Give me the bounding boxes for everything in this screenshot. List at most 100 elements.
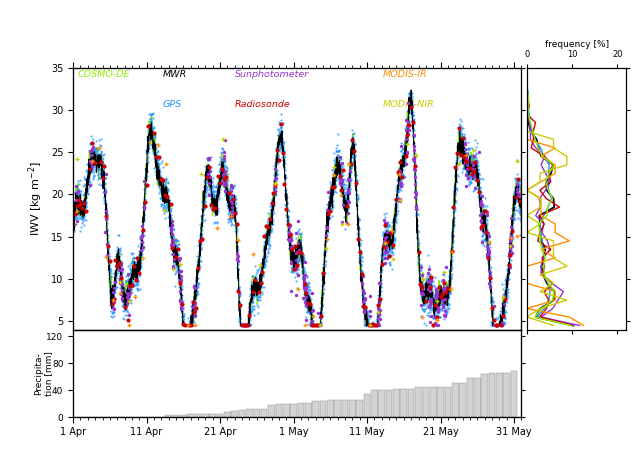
Point: [439, 312, 450, 319]
Point: [272, 146, 282, 154]
Point: [124, 322, 134, 329]
Point: [286, 236, 296, 243]
Point: [284, 236, 294, 244]
Point: [371, 322, 382, 329]
Point: [88, 143, 98, 151]
Point: [476, 192, 487, 200]
Bar: [349, 400, 356, 417]
Point: [426, 273, 436, 281]
Point: [284, 237, 294, 245]
Point: [360, 295, 370, 302]
Point: [270, 183, 280, 190]
Point: [212, 224, 223, 232]
Bar: [290, 404, 297, 417]
Point: [227, 204, 237, 211]
Point: [159, 206, 169, 214]
Point: [239, 322, 249, 329]
Point: [396, 179, 406, 187]
Point: [393, 168, 403, 175]
Point: [270, 180, 280, 188]
Point: [507, 249, 517, 257]
Point: [337, 220, 347, 227]
Point: [471, 158, 481, 166]
Point: [299, 285, 309, 292]
Point: [300, 322, 310, 329]
Point: [258, 268, 268, 275]
Point: [77, 205, 87, 212]
Point: [498, 293, 508, 301]
Point: [174, 260, 184, 267]
Point: [357, 279, 368, 287]
Point: [431, 300, 441, 308]
Point: [380, 243, 391, 251]
Point: [127, 281, 137, 289]
Point: [176, 272, 186, 279]
Point: [410, 152, 420, 160]
Point: [158, 176, 169, 184]
Point: [439, 311, 450, 319]
Point: [81, 207, 91, 214]
Point: [424, 279, 434, 286]
Point: [379, 242, 389, 249]
Bar: [268, 405, 275, 417]
Point: [406, 103, 416, 111]
Text: Sunphotometer: Sunphotometer: [235, 70, 308, 79]
Point: [474, 149, 485, 156]
Point: [475, 200, 485, 208]
Point: [343, 160, 353, 168]
Point: [305, 301, 315, 308]
Point: [394, 169, 404, 176]
Point: [254, 288, 264, 296]
Point: [109, 284, 119, 292]
Point: [381, 219, 391, 227]
Point: [300, 287, 310, 294]
Point: [380, 249, 390, 256]
Point: [338, 167, 349, 174]
Point: [408, 131, 418, 138]
Bar: [474, 378, 481, 417]
Point: [425, 300, 435, 308]
Bar: [408, 389, 415, 417]
Point: [401, 116, 411, 124]
Point: [76, 200, 86, 208]
Point: [329, 164, 340, 171]
Point: [394, 195, 404, 203]
Point: [188, 283, 198, 290]
Point: [364, 322, 374, 329]
Point: [431, 285, 441, 293]
Point: [401, 148, 411, 156]
Point: [184, 322, 194, 329]
Bar: [467, 378, 473, 417]
Point: [219, 155, 229, 163]
Point: [242, 322, 252, 329]
Point: [483, 239, 494, 246]
Point: [397, 173, 407, 181]
Point: [480, 207, 490, 214]
Point: [460, 171, 471, 179]
Point: [374, 300, 384, 307]
Bar: [415, 387, 422, 417]
Point: [426, 276, 436, 283]
Point: [431, 288, 441, 296]
Point: [218, 135, 228, 142]
Point: [513, 175, 523, 183]
Point: [461, 182, 471, 189]
Point: [380, 240, 391, 247]
Point: [123, 270, 134, 277]
Point: [476, 216, 486, 223]
Point: [434, 283, 444, 290]
Point: [308, 322, 318, 329]
Point: [359, 304, 370, 311]
Point: [139, 205, 149, 212]
Point: [241, 322, 251, 329]
Point: [307, 290, 317, 297]
Point: [137, 243, 148, 251]
Point: [357, 287, 368, 294]
Point: [460, 158, 470, 165]
Point: [483, 245, 494, 253]
Bar: [188, 414, 194, 417]
Point: [345, 160, 356, 168]
Point: [239, 322, 249, 329]
Bar: [202, 414, 209, 417]
Point: [116, 261, 127, 269]
